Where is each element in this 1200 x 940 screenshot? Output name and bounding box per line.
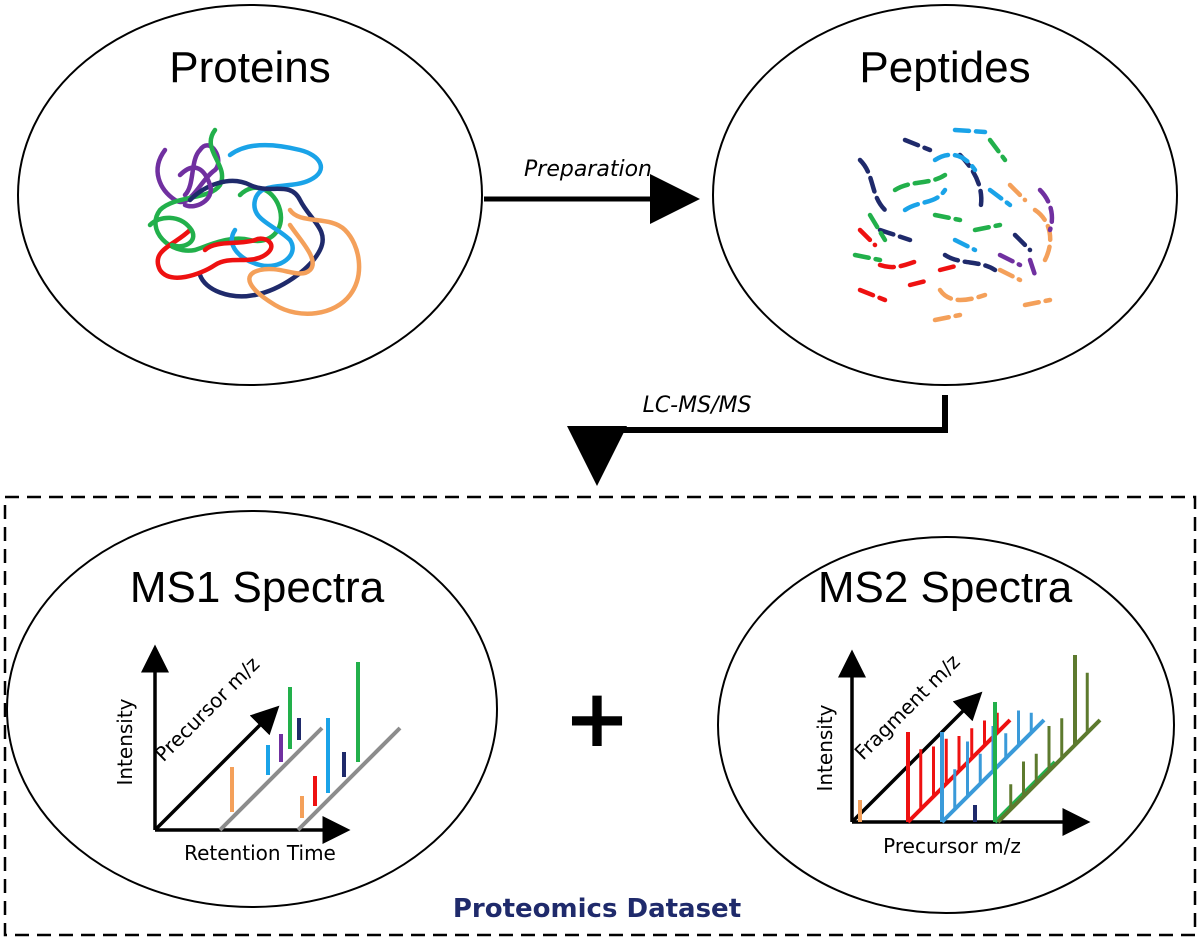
peptide-fragment	[1022, 297, 1053, 308]
protein-strand	[153, 127, 284, 253]
ms2-y-label: Intensity	[813, 704, 837, 791]
dataset-label: Proteomics Dataset	[453, 894, 741, 924]
protein-tangle	[147, 127, 362, 316]
protein-strand	[155, 227, 274, 280]
lcms-arrow	[567, 395, 948, 486]
protein-strand	[247, 207, 362, 316]
peptide-fragment	[1027, 257, 1038, 278]
ms1-y-label: Intensity	[113, 698, 137, 785]
peptide-fragment	[867, 212, 888, 243]
proteins-ellipse	[17, 4, 483, 386]
protein-strand	[155, 143, 221, 205]
peptide-fragment	[937, 262, 963, 273]
peptide-fragment	[877, 227, 913, 243]
peptide-fragment	[972, 222, 1003, 233]
ms2-ellipse	[717, 536, 1175, 914]
peptide-fragment	[952, 127, 988, 135]
ms2-x-label: Precursor m/z	[883, 834, 1021, 858]
peptides-ellipse	[712, 4, 1178, 386]
peptide-fragments	[852, 127, 1055, 323]
lcms-edge: LC-MS/MS	[567, 393, 948, 486]
proteins-node: Proteins	[17, 4, 483, 386]
protein-strand	[227, 142, 324, 269]
ms1-x-label: Retention Time	[184, 841, 336, 865]
ms1-diag-label: Precursor m/z	[150, 652, 264, 766]
proteins-title: Proteins	[169, 43, 330, 92]
peptide-fragment	[937, 287, 988, 303]
peptide-fragment	[1032, 207, 1053, 263]
ms1-spectrum-baseline	[296, 726, 402, 832]
peptide-fragment	[902, 187, 948, 213]
plus-sign: +	[563, 672, 630, 765]
preparation-edge: Preparation	[484, 157, 700, 224]
peptides-node: Peptides	[712, 4, 1178, 386]
peptide-fragment	[1012, 232, 1033, 253]
peptide-fragment	[892, 172, 948, 193]
peptide-fragment	[932, 152, 978, 173]
peptide-fragment	[942, 252, 998, 273]
ms1-diag-axis	[153, 705, 280, 832]
peptide-fragment	[1007, 182, 1028, 203]
peptide-fragment	[1037, 187, 1055, 233]
ms1-title: MS1 Spectra	[130, 563, 385, 612]
peptide-fragment	[857, 287, 888, 303]
peptide-fragment	[857, 157, 888, 213]
peptide-fragment	[997, 252, 1023, 268]
ms2-node: MS2 Spectra Intensity Fragment m/z Precu…	[717, 536, 1175, 914]
ms1-node: MS1 Spectra Intensity Precursor m/z Rete…	[6, 510, 498, 908]
ms1-peaks	[230, 662, 360, 818]
lcms-label: LC-MS/MS	[643, 393, 752, 418]
peptide-fragment	[902, 137, 933, 153]
protein-strand	[177, 165, 213, 209]
ms1-ellipse	[6, 510, 498, 908]
ms1-spectrum-baseline	[218, 726, 324, 832]
peptide-fragment	[932, 212, 963, 223]
peptide-fragment	[857, 227, 878, 248]
peptide-fragment	[932, 312, 963, 323]
ms2-diag-axis	[850, 691, 983, 824]
protein-strand	[187, 178, 325, 299]
dataset-box	[3, 495, 1197, 937]
protein-strand	[147, 215, 196, 249]
peptide-fragment	[987, 137, 1008, 163]
ms2-spectra	[858, 655, 1102, 824]
peptide-fragment	[957, 152, 984, 213]
peptide-fragment	[877, 257, 923, 270]
peptide-fragment	[997, 267, 1023, 283]
peptide-fragment	[852, 252, 883, 263]
peptides-title: Peptides	[859, 43, 1030, 92]
preparation-label: Preparation	[524, 157, 652, 182]
peptide-fragment	[907, 277, 933, 288]
peptide-fragment	[952, 237, 978, 253]
peptide-fragment	[987, 187, 1013, 208]
ms2-title: MS2 Spectra	[818, 563, 1073, 612]
